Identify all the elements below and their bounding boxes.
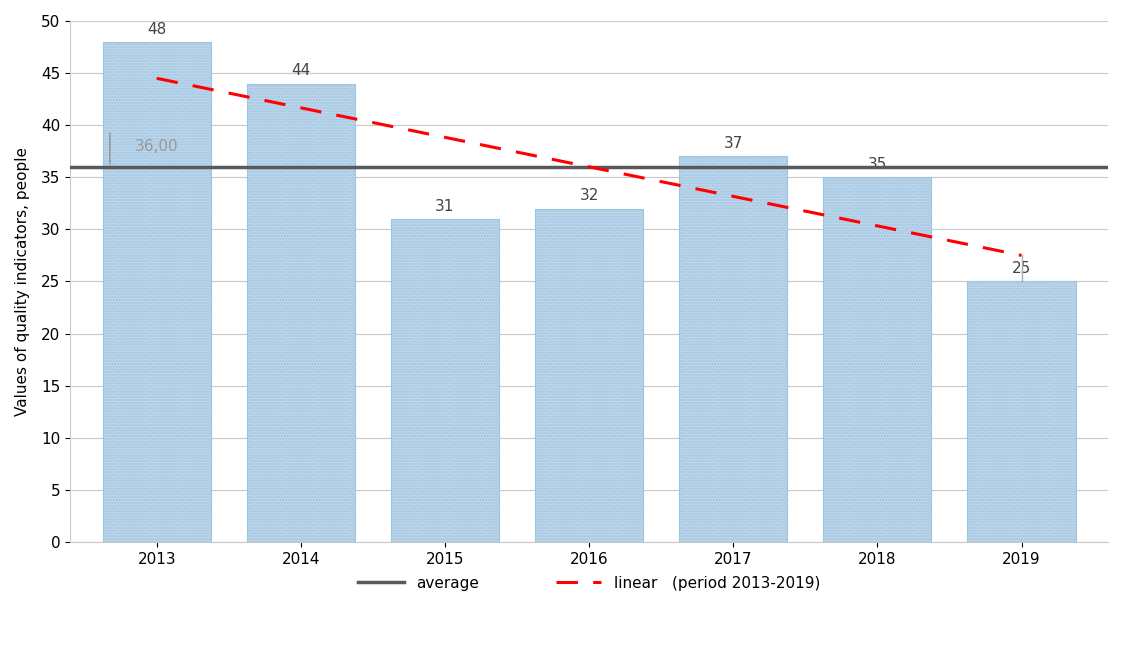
Legend: average, linear   (period 2013-2019): average, linear (period 2013-2019)	[353, 570, 827, 597]
Text: 44: 44	[291, 64, 310, 78]
Text: 25: 25	[1012, 261, 1031, 276]
Text: 35: 35	[868, 157, 887, 172]
Text: 37: 37	[723, 136, 743, 151]
Bar	[391, 219, 499, 542]
Bar	[535, 209, 643, 542]
Bar	[968, 281, 1076, 542]
Y-axis label: Values of quality indicators, people: Values of quality indicators, people	[15, 147, 30, 416]
Text: 32: 32	[579, 189, 599, 203]
Text: 48: 48	[147, 21, 166, 37]
Text: 36,00: 36,00	[135, 139, 177, 154]
Text: 31: 31	[436, 199, 455, 214]
Bar	[102, 42, 211, 542]
Bar	[823, 178, 931, 542]
Bar	[679, 156, 787, 542]
Bar	[247, 84, 355, 542]
